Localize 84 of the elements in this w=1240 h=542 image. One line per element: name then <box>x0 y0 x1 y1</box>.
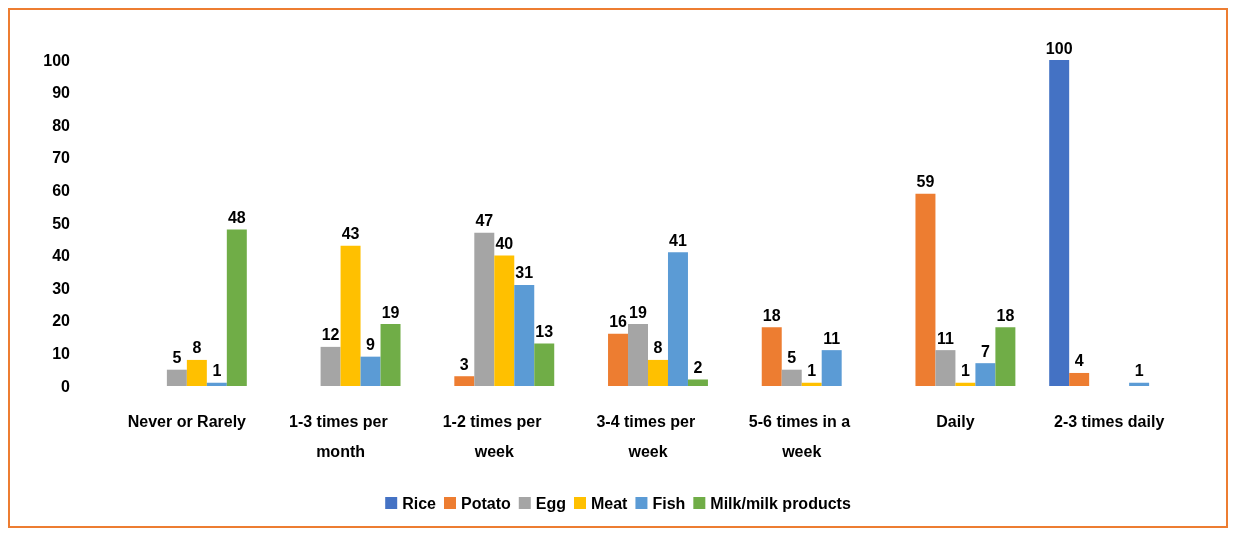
bar <box>915 193 936 386</box>
bar <box>226 229 247 386</box>
y-tick-label: 10 <box>52 344 71 362</box>
bar <box>166 369 187 386</box>
y-tick-label: 90 <box>52 84 71 102</box>
data-label: 1 <box>960 362 970 380</box>
bar <box>955 382 976 386</box>
data-label: 4 <box>1074 352 1084 370</box>
bar <box>454 376 475 386</box>
bar <box>781 369 802 386</box>
data-label: 1 <box>212 362 222 380</box>
data-label: 19 <box>629 303 648 321</box>
data-label: 59 <box>916 173 935 191</box>
bar <box>648 359 668 386</box>
data-label: 1 <box>807 362 817 380</box>
data-label: 12 <box>321 326 340 344</box>
legend-label: Potato <box>461 494 511 512</box>
y-tick-label: 60 <box>52 181 71 199</box>
bar <box>474 232 495 386</box>
bar <box>667 252 688 386</box>
data-label: 41 <box>669 231 687 249</box>
bar <box>320 346 341 386</box>
data-label: 8 <box>653 339 663 357</box>
bar <box>935 350 956 386</box>
data-label: 18 <box>762 306 781 324</box>
data-label: 13 <box>535 323 554 341</box>
bar <box>761 327 782 386</box>
bar <box>1049 60 1070 386</box>
data-label: 1 <box>1134 362 1144 380</box>
bar <box>206 382 227 386</box>
bar <box>494 255 515 386</box>
x-tick-label: 3-4 times per week <box>596 412 700 460</box>
y-tick-label: 40 <box>52 247 71 265</box>
x-tick-label: 5-6 times in a week <box>748 412 855 460</box>
bar <box>821 350 842 386</box>
data-label: 16 <box>609 313 628 331</box>
y-tick-label: 80 <box>52 116 71 134</box>
x-tick-label: 2-3 times daily <box>1054 412 1165 430</box>
data-label: 48 <box>227 209 246 227</box>
y-tick-label: 100 <box>43 51 71 69</box>
data-label: 31 <box>515 264 534 282</box>
legend-label: Milk/milk products <box>710 494 851 512</box>
bar <box>608 333 629 386</box>
data-label: 100 <box>1045 39 1073 57</box>
data-label: 8 <box>192 339 202 357</box>
data-label: 5 <box>172 349 182 367</box>
data-label: 11 <box>936 329 954 347</box>
bar <box>628 324 648 386</box>
data-label: 3 <box>459 355 469 373</box>
x-tick-label: 1-2 times per week <box>442 412 546 460</box>
x-tick-label: Daily <box>936 412 975 430</box>
bar <box>1129 382 1150 386</box>
y-tick-label: 20 <box>52 312 71 330</box>
data-label: 47 <box>475 212 494 230</box>
y-tick-label: 0 <box>61 377 71 395</box>
data-label: 5 <box>787 349 797 367</box>
data-label: 43 <box>341 225 360 243</box>
bar <box>340 245 361 386</box>
y-tick-label: 30 <box>52 279 71 297</box>
data-label: 18 <box>996 306 1015 324</box>
bar <box>975 363 996 386</box>
legend-label: Fish <box>652 494 686 512</box>
bar <box>687 379 708 386</box>
data-label: 9 <box>366 336 376 354</box>
legend-label: Rice <box>402 494 437 512</box>
bar <box>995 327 1016 386</box>
y-tick-label: 70 <box>52 149 71 167</box>
bar <box>380 324 401 386</box>
bar <box>534 343 555 386</box>
y-tick-label: 50 <box>52 214 71 232</box>
bar <box>186 359 207 386</box>
legend-label: Egg <box>535 494 566 512</box>
x-tick-label: Never or Rarely <box>127 412 247 430</box>
bar <box>514 284 535 386</box>
data-label: 2 <box>693 358 703 376</box>
x-tick-label: 1-3 times per month <box>288 412 393 460</box>
bar <box>360 356 381 386</box>
data-label: 19 <box>381 303 400 321</box>
data-label: 7 <box>980 342 990 360</box>
legend-label: Meat <box>590 494 629 512</box>
data-label: 11 <box>823 329 841 347</box>
bar <box>801 382 822 386</box>
bar <box>1069 372 1090 386</box>
data-label: 40 <box>495 235 514 253</box>
